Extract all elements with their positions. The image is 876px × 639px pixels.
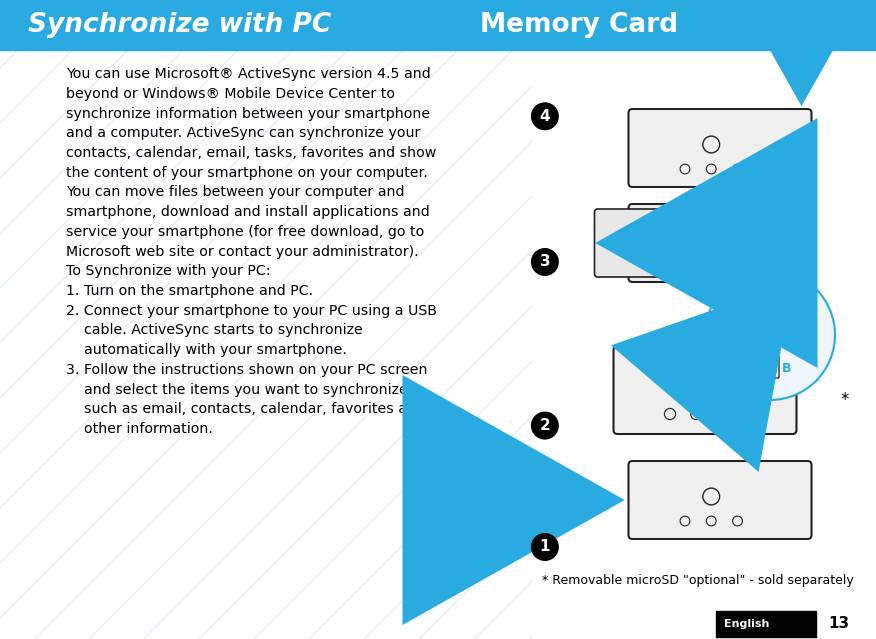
Circle shape (531, 412, 559, 440)
Circle shape (531, 248, 559, 276)
Text: 3: 3 (540, 254, 550, 270)
Text: * Removable microSD "optional" - sold separately: * Removable microSD "optional" - sold se… (541, 574, 853, 587)
Text: 13: 13 (828, 617, 849, 631)
Text: A: A (800, 270, 809, 284)
Text: Memory Card: Memory Card (480, 12, 678, 38)
Bar (0, 0, 876, 50)
FancyBboxPatch shape (744, 313, 781, 346)
FancyBboxPatch shape (595, 209, 696, 277)
Text: *: * (840, 391, 848, 409)
Bar (716, 611, 816, 637)
FancyBboxPatch shape (613, 346, 796, 434)
FancyBboxPatch shape (628, 204, 811, 282)
FancyBboxPatch shape (628, 109, 811, 187)
FancyBboxPatch shape (628, 461, 811, 539)
Circle shape (705, 270, 835, 400)
FancyBboxPatch shape (751, 356, 779, 378)
Bar (795, 140, 806, 156)
Text: 4: 4 (540, 109, 550, 124)
Text: English: English (724, 619, 769, 629)
Text: You can use Microsoft® ActiveSync version 4.5 and
beyond or Windows® Mobile Devi: You can use Microsoft® ActiveSync versio… (66, 67, 437, 436)
Circle shape (531, 533, 559, 561)
Text: 1: 1 (540, 539, 550, 555)
Text: B: B (782, 362, 792, 374)
Text: 2: 2 (540, 418, 550, 433)
Text: Synchronize with PC: Synchronize with PC (28, 12, 331, 38)
Circle shape (531, 102, 559, 130)
